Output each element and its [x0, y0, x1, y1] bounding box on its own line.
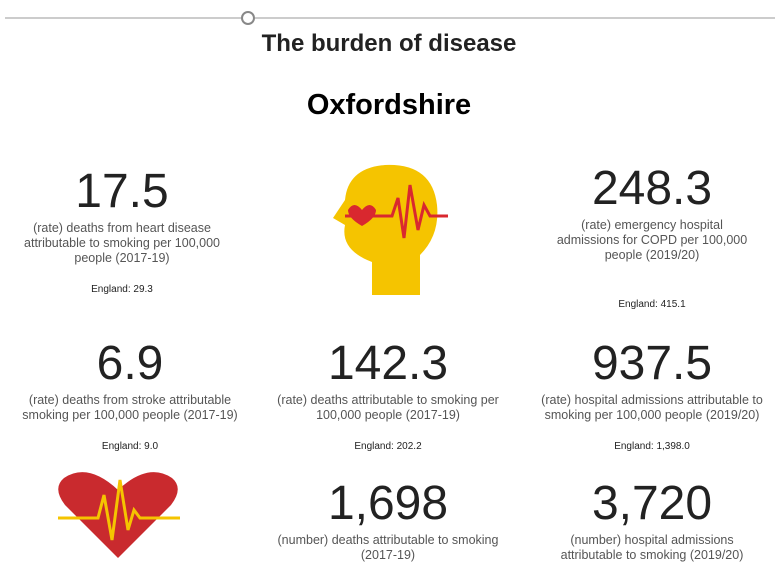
stat-tile: 17.5 (rate) deaths from heart disease att… — [0, 165, 257, 295]
stat-tile: 142.3 (rate) deaths attributable to smoki… — [253, 337, 523, 452]
stat-description: (rate) hospital admissions attributable … — [541, 393, 763, 422]
stat-tile: 248.3 (rate) emergency hospital admission… — [517, 162, 778, 310]
stat-description: (rate) emergency hospital admissions for… — [556, 218, 748, 262]
england-comparison: England: 29.3 — [91, 284, 153, 295]
stat-description: (number) hospital admissions attributabl… — [560, 533, 744, 562]
stat-value: 937.5 — [591, 337, 713, 390]
england-comparison: England: 415.1 — [618, 299, 686, 310]
stat-tile: 6.9 (rate) deaths from stroke attributabl… — [0, 337, 265, 452]
stat-tile: 1,698 (number) deaths attributable to smo… — [253, 477, 523, 563]
stat-value: 142.3 — [327, 337, 449, 390]
stat-value: 17.5 — [75, 165, 169, 218]
stat-value: 1,698 — [327, 477, 449, 530]
england-comparison: England: 202.2 — [354, 441, 422, 452]
stat-tile: 3,720 (number) hospital admissions attrib… — [517, 477, 778, 563]
england-comparison: England: 1,398.0 — [614, 441, 690, 452]
england-comparison: England: 9.0 — [101, 441, 159, 452]
stat-description: (number) deaths attributable to smoking … — [277, 533, 499, 562]
stat-description: (rate) deaths from stroke attributable s… — [22, 393, 238, 422]
stat-description: (rate) deaths from heart disease attribu… — [24, 221, 220, 265]
stat-value: 3,720 — [591, 477, 713, 530]
slider-handle — [241, 11, 255, 25]
heart-icon — [58, 472, 180, 558]
stat-tile: 937.5 (rate) hospital admissions attribut… — [517, 337, 778, 452]
stat-value: 6.9 — [96, 337, 164, 390]
title: The burden of disease — [261, 30, 517, 57]
stat-description: (rate) deaths attributable to smoking pe… — [277, 393, 499, 422]
area-name: Oxfordshire — [306, 89, 472, 121]
stat-value: 248.3 — [591, 162, 713, 215]
head-icon — [333, 164, 448, 295]
